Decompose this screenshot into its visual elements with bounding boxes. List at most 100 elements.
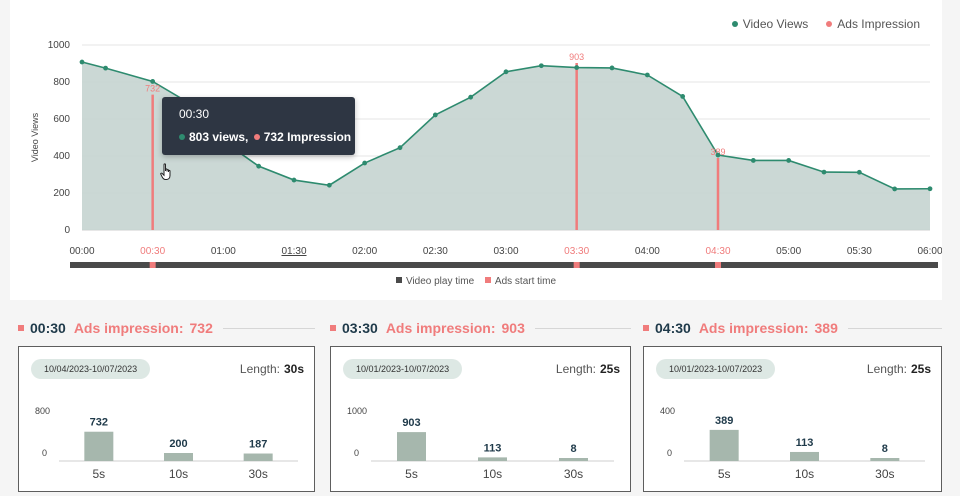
x-tick-label: 02:00	[352, 246, 377, 257]
section-marker-icon	[18, 325, 24, 331]
x-tick-label: 04:30	[705, 246, 730, 257]
views-point	[103, 65, 108, 71]
length-value: 25s	[910, 362, 931, 376]
y-tick-label: 1000	[347, 406, 367, 416]
x-tick-label: 30s	[564, 467, 583, 481]
ads-impression-label: 732	[145, 84, 160, 94]
bar	[243, 453, 273, 461]
ad-section-3: 04:30 Ads impression: 389 10/01/2023-10/…	[643, 320, 942, 492]
bar-value-label: 8	[882, 443, 888, 455]
legend-item-adstart: Ads start time	[484, 276, 557, 287]
section-marker-icon	[330, 325, 336, 331]
bar	[84, 431, 114, 461]
section-marker-icon	[643, 325, 649, 331]
impressions-bar-chart: 0 400 389 5s 113 10s 8 30s	[660, 406, 925, 481]
chart-tooltip: 00:30 803 views, 732 Impression	[162, 97, 355, 155]
y-tick-label: 0	[667, 448, 672, 458]
y-axis-title: Video Views	[30, 112, 40, 162]
legend-adstart-label: Ads start time	[494, 276, 557, 287]
tooltip-values: 803 views, 732 Impression	[179, 130, 355, 144]
bar-value-label: 113	[796, 437, 814, 449]
y-tick-label: 400	[53, 151, 70, 162]
ad-length: Length: 25s	[867, 362, 931, 376]
views-point	[715, 152, 721, 158]
views-point	[927, 186, 933, 192]
views-area-chart: 0 200 400 600 800 1000 Video Views 732 903 389 00:…	[30, 40, 942, 268]
impressions-bar-chart: 0 800 732 5s 200 10s 187 30s	[35, 406, 298, 481]
adstart-square-icon	[484, 277, 491, 284]
section-label: Ads impression:	[698, 320, 809, 336]
bar-value-label: 389	[715, 415, 733, 427]
x-tick-label: 00:00	[69, 246, 94, 257]
views-point	[680, 94, 686, 99]
tooltip-ads-dot-icon	[253, 133, 260, 140]
x-tick-label: 05:00	[776, 246, 801, 257]
y-tick-label: 400	[660, 406, 675, 416]
tooltip-impression: 732 Impression	[263, 130, 352, 144]
views-point	[750, 158, 756, 163]
legend-item-views[interactable]: Video Views	[731, 17, 809, 31]
bar-value-label: 8	[570, 443, 576, 455]
bar-value-label: 187	[249, 439, 267, 451]
x-tick-label: 06:00	[917, 246, 942, 257]
views-point	[644, 72, 650, 78]
ad-section-1: 00:30 Ads impression: 732 10/04/2023-10/…	[18, 320, 315, 492]
legend-playtime-label: Video play time	[405, 276, 475, 287]
ads-impression-label: 903	[569, 52, 584, 62]
main-chart-panel: 0 200 400 600 800 1000 Video Views 732 903 389 00:…	[10, 0, 942, 300]
tooltip-time: 00:30	[179, 107, 210, 121]
y-tick-label: 200	[53, 188, 70, 199]
legend-item-playtime: Video play time	[395, 276, 475, 287]
bar	[790, 451, 819, 461]
section-divider	[222, 327, 315, 329]
bar	[478, 457, 507, 461]
x-tick-label: 05:30	[847, 246, 872, 257]
x-tick-label: 04:00	[635, 246, 660, 257]
section-time: 04:30	[655, 320, 691, 336]
y-tick-label: 1000	[48, 40, 71, 51]
bar	[397, 432, 426, 461]
x-tick-label: 03:00	[493, 246, 518, 257]
views-point	[892, 186, 898, 192]
ad-start-marker	[715, 262, 721, 268]
bar	[709, 429, 739, 461]
x-tick-label: 10s	[169, 467, 188, 481]
bar-value-label: 200	[169, 438, 187, 450]
section-value: 903	[501, 320, 525, 336]
views-point	[503, 69, 509, 75]
ad-section-header: 04:30 Ads impression: 389	[643, 320, 942, 336]
length-label: Length:	[866, 362, 907, 376]
y-tick-label: 600	[53, 114, 70, 125]
impressions-bar-chart: 0 1000 903 5s 113 10s 8 30s	[347, 406, 614, 481]
date-range-pill[interactable]: 10/01/2023-10/07/2023	[343, 359, 463, 379]
ads-dot-icon	[826, 20, 833, 27]
ad-detail-card: 10/01/2023-10/07/2023 Length: 25s 0 400 389…	[643, 346, 942, 492]
x-tick-label: 02:30	[423, 246, 448, 257]
x-tick-label: 01:00	[211, 246, 236, 257]
section-label: Ads impression:	[73, 320, 184, 336]
views-point	[291, 177, 297, 183]
legend-item-ads[interactable]: Ads Impression	[826, 17, 920, 31]
ad-section-header: 00:30 Ads impression: 732	[18, 320, 315, 336]
y-tick-label: 0	[354, 448, 359, 458]
views-point	[609, 65, 615, 71]
legend-views-label: Video Views	[742, 17, 809, 31]
views-point	[256, 163, 262, 169]
y-tick-label: 0	[42, 448, 47, 458]
x-tick-label: 5s	[405, 467, 418, 481]
section-value: 732	[189, 320, 213, 336]
date-range-pill[interactable]: 10/01/2023-10/07/2023	[656, 359, 776, 379]
views-point	[432, 112, 438, 118]
date-range-pill[interactable]: 10/04/2023-10/07/2023	[31, 359, 151, 379]
views-point	[574, 65, 580, 70]
ad-detail-card: 10/04/2023-10/07/2023 Length: 30s 0 800 732…	[18, 346, 315, 492]
length-value: 30s	[283, 362, 304, 376]
views-point	[821, 169, 827, 175]
x-tick-label: 01:30	[281, 246, 306, 257]
ads-impression-label: 389	[710, 147, 725, 157]
tooltip-views-dot-icon	[179, 133, 185, 140]
legend-ads-label: Ads Impression	[837, 17, 920, 31]
bar-value-label: 113	[484, 442, 502, 454]
length-label: Length:	[555, 362, 596, 376]
ad-length: Length: 30s	[240, 362, 304, 376]
